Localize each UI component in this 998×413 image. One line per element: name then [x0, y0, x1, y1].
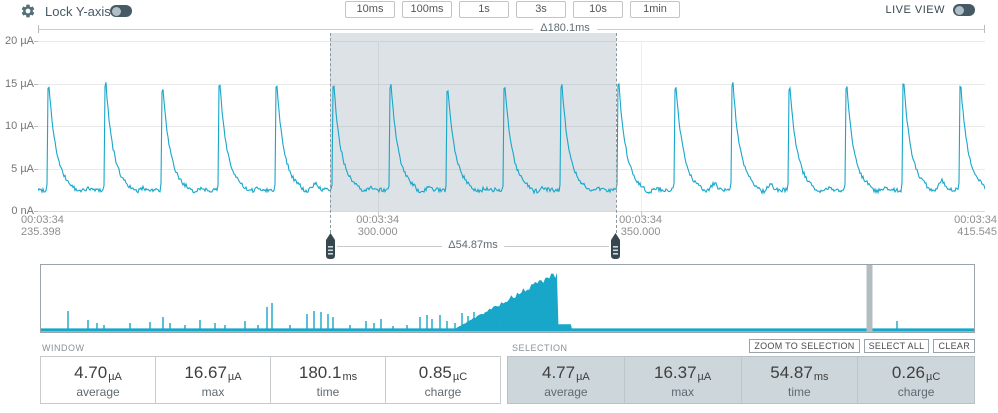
y-tick-15ua: 15 µA	[5, 77, 34, 90]
selection-end-handle[interactable]	[609, 233, 622, 259]
y-axis-tick	[34, 126, 38, 127]
window-stats-title: WINDOW	[42, 343, 85, 353]
x-label-window-end: 00:03:34 415.545	[954, 214, 997, 238]
settings-gear-icon[interactable]	[20, 3, 36, 19]
y-axis-tick	[34, 168, 38, 170]
zoom-button-10s[interactable]: 10s	[573, 1, 623, 18]
main-current-chart[interactable]	[38, 33, 985, 211]
time-window-buttons: 10ms 100ms 1s 3s 10s 1min	[345, 1, 680, 18]
lock-y-axis-label: Lock Y-axis	[45, 4, 111, 19]
window-ruler-right-tick	[984, 25, 985, 33]
window-delta-label: Δ180.1ms	[533, 22, 597, 34]
overview-window-marker	[866, 265, 873, 332]
window-charge-cell: 0.85µC charge	[385, 357, 500, 403]
gridline-300ms	[377, 41, 379, 211]
zoom-button-10ms[interactable]: 10ms	[345, 1, 395, 18]
window-time-cell: 180.1ms time	[270, 357, 385, 403]
window-stats: 4.70µA average 16.67µA max 180.1ms time …	[40, 356, 501, 404]
selection-actions: ZOOM TO SELECTION SELECT ALL CLEAR	[749, 339, 975, 353]
x-label-300ms: 00:03:34 300.000	[356, 214, 400, 238]
selection-stats: 4.77µA average 16.37µA max 54.87ms time …	[507, 356, 975, 404]
selection-start-line	[330, 33, 331, 233]
gridline-15ua	[38, 83, 985, 85]
y-tick-10ua: 10 µA	[5, 120, 34, 132]
selection-max-cell: 16.37µA max	[623, 357, 741, 403]
gridline-5ua	[38, 168, 985, 170]
zoom-button-3s[interactable]: 3s	[516, 1, 566, 18]
live-view-label: LIVE VIEW	[885, 4, 945, 16]
zoom-button-1min[interactable]: 1min	[630, 1, 680, 18]
zoom-button-100ms[interactable]: 100ms	[402, 1, 452, 18]
clear-selection-button[interactable]: CLEAR	[933, 339, 975, 353]
x-axis-tick-350ms	[640, 211, 642, 216]
overview-chart[interactable]	[40, 264, 975, 333]
selection-region-overlay[interactable]	[330, 33, 616, 211]
x-axis-tick-300ms	[377, 211, 379, 216]
y-tick-20ua: 20 µA	[5, 35, 34, 47]
live-view-control: LIVE VIEW	[885, 4, 975, 16]
gridline-20ua	[38, 41, 985, 42]
selection-stats-title: SELECTION	[512, 343, 568, 353]
selection-delta-label: Δ54.87ms	[442, 239, 504, 251]
window-max-cell: 16.67µA max	[155, 357, 270, 403]
zoom-to-selection-button[interactable]: ZOOM TO SELECTION	[749, 339, 860, 353]
selection-time-cell: 54.87ms time	[740, 357, 858, 403]
y-axis-tick	[34, 83, 38, 85]
x-label-350ms: 00:03:34 350.000	[619, 214, 662, 238]
window-delta-ruler	[38, 29, 985, 30]
x-label-window-start: 00:03:34 235.398	[21, 214, 64, 238]
selection-average-cell: 4.77µA average	[541, 363, 590, 399]
y-tick-5ua: 5 µA	[11, 162, 34, 175]
selection-end-line	[615, 33, 617, 233]
gridline-10ua	[38, 126, 985, 127]
selection-start-handle[interactable]	[324, 233, 337, 259]
y-tick-0na: 0 nA	[11, 205, 34, 217]
live-view-toggle[interactable]	[953, 4, 975, 16]
y-axis-tick	[34, 41, 38, 42]
window-ruler-left-tick	[38, 25, 39, 33]
gridline-350ms	[640, 41, 642, 211]
lock-y-axis-toggle[interactable]	[110, 5, 132, 17]
zoom-button-1s[interactable]: 1s	[459, 1, 509, 18]
window-average-cell: 4.70µA average	[74, 363, 122, 399]
x-axis-line	[38, 211, 985, 212]
select-all-button[interactable]: SELECT ALL	[863, 339, 930, 353]
y-axis-tick	[34, 211, 38, 212]
selection-charge-cell: 0.26µC charge	[857, 357, 974, 403]
